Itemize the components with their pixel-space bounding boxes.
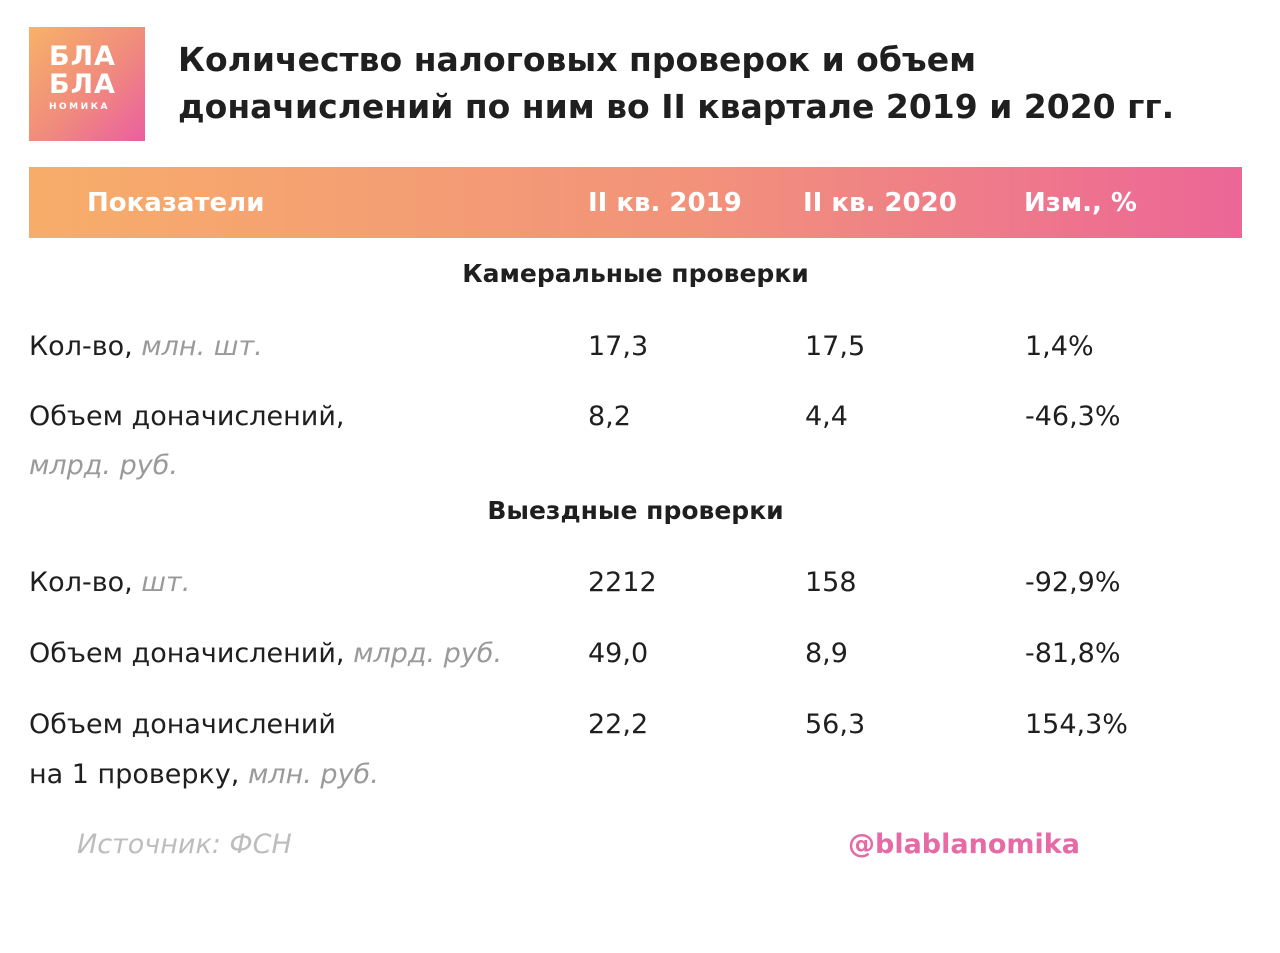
row-label: Кол-во, шт. bbox=[29, 567, 191, 598]
cell-change: -92,9% bbox=[1025, 567, 1121, 598]
row-label: Кол-во, млн. шт. bbox=[29, 331, 263, 362]
row-unit: млрд. руб. bbox=[29, 450, 178, 481]
section-title-desk-audits: Камеральные проверки bbox=[462, 259, 809, 288]
header-change: Изм., % bbox=[1024, 188, 1137, 218]
row-unit: млн. шт. bbox=[141, 331, 263, 362]
header-q2-2019: II кв. 2019 bbox=[588, 188, 742, 218]
source-note: Источник: ФСН bbox=[77, 829, 292, 860]
row-label-line-2: на 1 проверку, млн. руб. bbox=[29, 759, 379, 790]
brand-logo: БЛА БЛА НОМИКА bbox=[29, 27, 145, 141]
cell-2019: 22,2 bbox=[588, 709, 649, 740]
logo-line-2: БЛА bbox=[49, 69, 116, 100]
row-unit: шт. bbox=[141, 567, 191, 598]
cell-change: -81,8% bbox=[1025, 638, 1121, 669]
cell-2020: 17,5 bbox=[805, 331, 866, 362]
cell-2019: 49,0 bbox=[588, 638, 649, 669]
table-header: Показатели II кв. 2019 II кв. 2020 Изм.,… bbox=[29, 167, 1242, 238]
cell-2020: 158 bbox=[805, 567, 857, 598]
cell-2019: 8,2 bbox=[588, 401, 631, 432]
logo-line-1: БЛА bbox=[49, 41, 116, 72]
row-label: Объем доначислений bbox=[29, 709, 336, 740]
row-unit: млрд. руб. bbox=[353, 638, 503, 669]
cell-change: -46,3% bbox=[1025, 401, 1121, 432]
page-title: Количество налоговых проверок и объем до… bbox=[178, 40, 1175, 126]
cell-2019: 17,3 bbox=[588, 331, 649, 362]
cell-2020: 8,9 bbox=[805, 638, 848, 669]
logo-line-3: НОМИКА bbox=[49, 102, 110, 112]
section-title-field-audits: Выездные проверки bbox=[487, 496, 784, 525]
header-q2-2020: II кв. 2020 bbox=[803, 188, 957, 218]
cell-change: 1,4% bbox=[1025, 331, 1094, 362]
cell-2019: 2212 bbox=[588, 567, 657, 598]
row-unit: млн. руб. bbox=[247, 759, 379, 790]
row-label: Объем доначислений, млрд. руб. bbox=[29, 638, 503, 669]
cell-change: 154,3% bbox=[1025, 709, 1128, 740]
row-label: Объем доначислений, bbox=[29, 401, 345, 432]
cell-2020: 56,3 bbox=[805, 709, 866, 740]
cell-2020: 4,4 bbox=[805, 401, 848, 432]
social-handle: @blablanomika bbox=[848, 829, 1080, 860]
header-indicators: Показатели bbox=[87, 188, 265, 218]
